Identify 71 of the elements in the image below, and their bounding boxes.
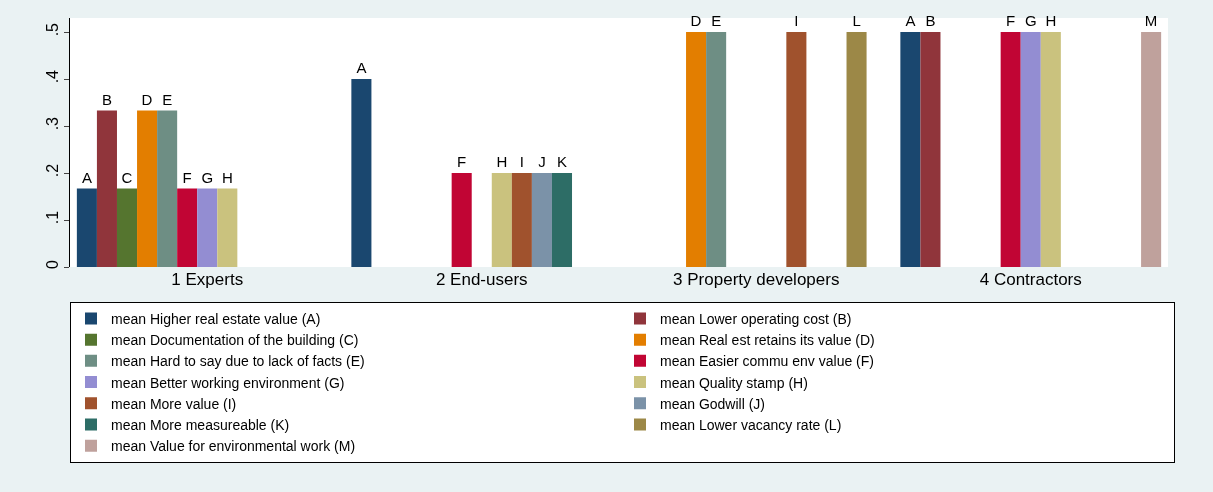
y-tick-label: .2	[43, 163, 61, 178]
data-label: E	[162, 90, 173, 108]
legend-label: mean Documentation of the building (C)	[111, 332, 359, 349]
data-label: A	[356, 59, 367, 77]
data-label: J	[538, 153, 546, 171]
legend-label: mean Higher real estate value (A)	[111, 310, 321, 327]
bar	[531, 173, 552, 267]
bar	[491, 173, 512, 267]
bar	[351, 79, 372, 267]
bar	[96, 110, 117, 267]
legend-label: mean Better working environment (G)	[111, 374, 345, 391]
bar	[177, 188, 198, 267]
bar	[846, 32, 867, 267]
bar	[686, 32, 707, 267]
bar	[1020, 32, 1041, 267]
data-label: K	[556, 153, 567, 171]
data-label: D	[690, 12, 702, 30]
bar	[217, 188, 238, 267]
legend-label: mean Hard to say due to lack of facts (E)	[111, 353, 365, 370]
legend-label: mean Real est retains its value (D)	[660, 332, 875, 349]
y-tick-label: .3	[43, 116, 61, 131]
data-label: G	[201, 168, 214, 186]
legend-label: mean Lower operating cost (B)	[660, 310, 852, 327]
bar	[116, 188, 138, 267]
x-tick-label: 4 Contractors	[979, 270, 1082, 289]
y-tick-label: .4	[43, 69, 61, 84]
data-label: D	[141, 90, 153, 108]
legend-label: mean More measureable (K)	[111, 416, 290, 433]
x-tick-label: 2 End-users	[435, 270, 528, 289]
legend-label: mean Easier commu env value (F)	[660, 353, 874, 370]
data-label: I	[519, 153, 524, 171]
legend-label: mean More value (I)	[111, 395, 237, 412]
y-tick-label: .5	[43, 22, 61, 37]
x-tick-label: 1 Experts	[171, 270, 244, 289]
data-label: H	[1045, 12, 1057, 30]
legend-label: mean Godwill (J)	[660, 395, 766, 412]
bar	[197, 188, 218, 267]
data-label: B	[925, 12, 936, 30]
bar	[900, 32, 921, 267]
bar	[786, 32, 807, 267]
bar	[1040, 32, 1061, 267]
bar	[157, 110, 178, 267]
bar	[76, 188, 97, 267]
y-tick-label: .1	[43, 210, 61, 225]
data-label: F	[457, 153, 467, 171]
data-label: I	[794, 12, 799, 30]
data-label: M	[1144, 12, 1158, 30]
x-tick-label: 3 Property developers	[673, 270, 840, 289]
bar	[920, 32, 941, 267]
data-label: F	[1006, 12, 1016, 30]
data-label: F	[182, 168, 192, 186]
data-label: E	[711, 12, 722, 30]
bar	[1000, 32, 1021, 267]
legend-label: mean Value for environmental work (M)	[111, 438, 356, 455]
data-label: H	[221, 168, 233, 186]
bar	[451, 173, 472, 267]
bar	[137, 110, 158, 267]
bar	[1141, 32, 1162, 267]
data-label: H	[496, 153, 508, 171]
y-tick-label: 0	[43, 260, 61, 270]
data-label: C	[121, 168, 133, 186]
bar	[706, 32, 727, 267]
data-label: G	[1024, 12, 1037, 30]
legend-label: mean Quality stamp (H)	[660, 374, 808, 391]
data-label: A	[81, 168, 92, 186]
bar	[511, 173, 532, 267]
bar	[551, 173, 573, 267]
data-label: B	[101, 90, 112, 108]
data-label: A	[905, 12, 916, 30]
legend-label: mean Lower vacancy rate (L)	[660, 416, 842, 433]
data-label: L	[852, 12, 861, 30]
